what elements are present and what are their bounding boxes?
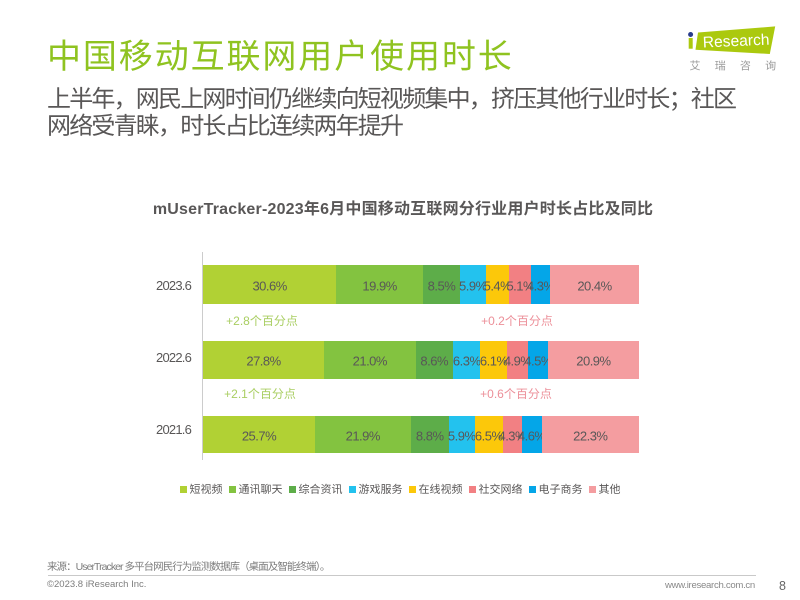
svg-text:Research: Research [702, 32, 769, 52]
svg-text:艾瑞咨询: 艾瑞咨询 [690, 58, 787, 74]
